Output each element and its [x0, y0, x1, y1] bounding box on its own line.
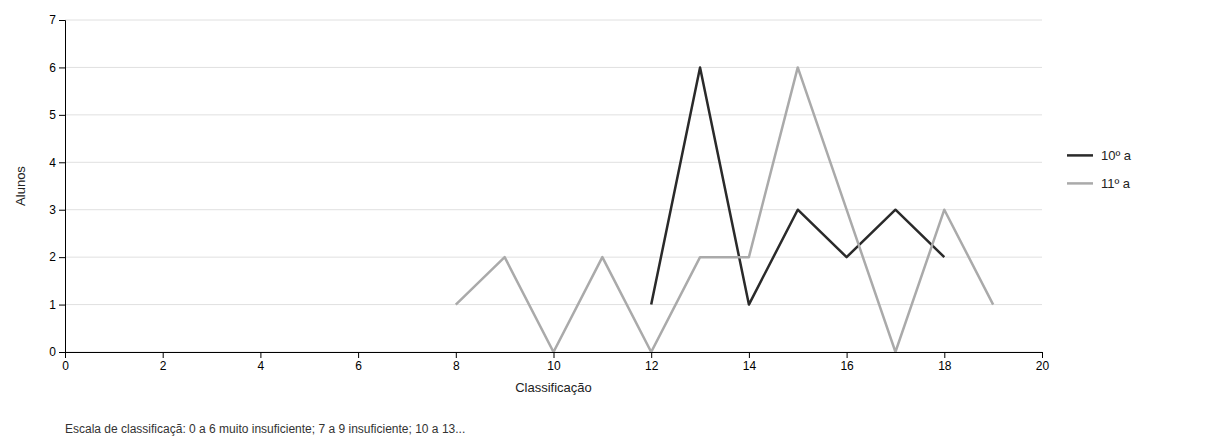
- legend: 10º a 11º a: [1067, 148, 1132, 191]
- x-axis-line: [66, 353, 1043, 359]
- x-tick-label: 8: [453, 359, 460, 373]
- y-tick: 6: [49, 61, 65, 75]
- x-tick-mark: [163, 352, 164, 358]
- x-tick: 8: [453, 352, 460, 373]
- y-tick: 4: [49, 156, 65, 170]
- y-tick-mark: [59, 162, 65, 163]
- grid-line: [65, 304, 1042, 305]
- x-tick-label: 6: [355, 359, 362, 373]
- series-line: [456, 67, 993, 352]
- y-tick-label: 6: [49, 61, 56, 75]
- x-tick-mark: [554, 352, 555, 358]
- y-tick-label: 7: [49, 13, 56, 27]
- y-tick-label: 3: [49, 203, 56, 217]
- x-tick: 14: [743, 352, 757, 373]
- y-tick-label: 5: [49, 108, 56, 122]
- x-tick-mark: [651, 352, 652, 358]
- x-tick-label: 16: [840, 359, 854, 373]
- y-tick-mark: [59, 115, 65, 116]
- y-tick: 0: [49, 345, 65, 359]
- x-tick-label: 20: [1036, 359, 1050, 373]
- x-tick-label: 14: [743, 359, 757, 373]
- x-tick-mark: [944, 352, 945, 358]
- y-tick-mark: [59, 257, 65, 258]
- legend-item: 10º a: [1067, 148, 1132, 163]
- x-tick: 0: [62, 352, 69, 373]
- x-axis-title: Classificação: [515, 380, 592, 395]
- x-tick-label: 10: [547, 359, 561, 373]
- y-tick: 7: [49, 13, 65, 27]
- y-tick-label: 4: [49, 156, 56, 170]
- grid-line: [65, 67, 1042, 68]
- y-tick-label: 0: [49, 345, 56, 359]
- grid-line: [65, 114, 1042, 115]
- y-tick-label: 1: [49, 298, 56, 312]
- x-tick: 20: [1036, 352, 1050, 373]
- y-axis: 0 1 2 3 4 5 6 7: [49, 13, 65, 359]
- y-tick-mark: [59, 67, 65, 68]
- x-tick-mark: [358, 352, 359, 358]
- chart-container: 0246810121416182001234567ClassificaçãoAl…: [0, 0, 1212, 447]
- x-tick-mark: [260, 352, 261, 358]
- footnote: Escala de classificaçã: 0 a 6 muito insu…: [65, 422, 465, 436]
- x-tick-label: 2: [160, 359, 167, 373]
- y-tick-mark: [59, 20, 65, 21]
- y-axis-line: [59, 21, 66, 353]
- y-tick-mark: [59, 305, 65, 306]
- x-tick-label: 0: [62, 359, 69, 373]
- y-tick-label: 2: [49, 250, 56, 264]
- legend-item: 11º a: [1067, 176, 1131, 191]
- x-tick: 6: [355, 352, 362, 373]
- x-tick-mark: [456, 352, 457, 358]
- x-tick: 4: [258, 352, 265, 373]
- grid-line: [65, 257, 1042, 258]
- y-tick-mark: [59, 210, 65, 211]
- x-tick-mark: [847, 352, 848, 358]
- x-tick-label: 4: [258, 359, 265, 373]
- y-tick-mark: [59, 352, 65, 353]
- grid: [65, 20, 1042, 352]
- x-tick: 12: [645, 352, 659, 373]
- x-tick-mark: [749, 352, 750, 358]
- legend-swatch: [1067, 182, 1093, 185]
- legend-label: 10º a: [1101, 148, 1132, 163]
- x-tick: 2: [160, 352, 167, 373]
- x-tick: 10: [547, 352, 561, 373]
- x-tick-label: 18: [938, 359, 952, 373]
- plot-area: 0246810121416182001234567ClassificaçãoAl…: [13, 13, 1132, 395]
- y-tick: 2: [49, 250, 65, 264]
- grid-line: [65, 20, 1042, 21]
- x-tick: 16: [840, 352, 854, 373]
- x-tick: 18: [938, 352, 952, 373]
- lines: [456, 67, 993, 352]
- legend-label: 11º a: [1101, 176, 1131, 191]
- x-tick-label: 12: [645, 359, 659, 373]
- y-tick: 3: [49, 203, 65, 217]
- y-tick: 1: [49, 298, 65, 312]
- legend-swatch: [1067, 154, 1093, 157]
- background: [0, 0, 1212, 447]
- x-axis: 0 2 4 6 8 10 12 14 16 18 20: [62, 352, 1049, 373]
- grid-line: [65, 162, 1042, 163]
- x-tick-mark: [1042, 352, 1043, 358]
- y-tick: 5: [49, 108, 65, 122]
- y-axis-title: Alunos: [13, 166, 28, 206]
- chart-svg: 0246810121416182001234567ClassificaçãoAl…: [0, 0, 1212, 447]
